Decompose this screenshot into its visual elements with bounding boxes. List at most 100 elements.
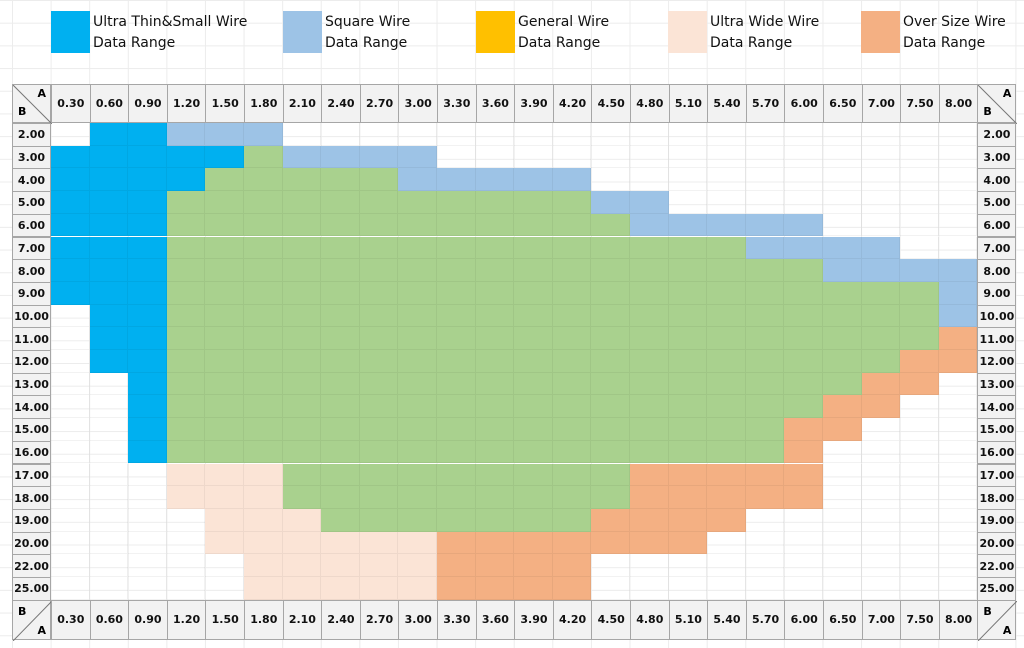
data-cell [668,463,708,487]
data-cell [128,372,167,396]
data-cell [784,191,823,214]
column-header-top: 5.10 [668,84,709,123]
column-header-top: 1.20 [166,84,207,123]
data-cell [861,281,901,305]
data-cell [89,145,129,169]
data-cell [244,440,283,464]
data-cell [938,350,978,373]
data-cell [784,281,823,305]
data-cell [166,281,206,305]
data-cell [398,554,437,577]
data-cell [205,372,244,396]
data-cell [282,281,322,305]
row-header-right: 14.00 [977,395,1017,420]
data-cell [823,350,862,373]
data-cell [128,531,167,555]
data-cell [128,304,167,328]
data-cell [591,236,630,260]
data-cell [166,236,206,260]
row-header-left: 6.00 [12,213,51,238]
data-cell [707,440,746,464]
data-cell [166,213,206,237]
data-cell [89,463,129,487]
data-cell [321,440,360,464]
data-cell [475,395,515,419]
data-cell [321,327,360,350]
data-cell [707,304,746,328]
data-cell [398,327,437,350]
data-cell [552,418,592,441]
data-cell [707,486,746,509]
data-cell [244,191,283,214]
data-cell [591,168,630,192]
data-cell [668,486,708,509]
data-cell [359,350,399,373]
data-cell [552,463,592,487]
data-cell [784,463,823,487]
data-cell [784,259,823,282]
data-cell [51,372,90,396]
row-header-left: 8.00 [12,259,51,283]
column-header-bottom: 3.30 [437,599,477,640]
data-cell [745,531,785,555]
data-cell [591,486,630,509]
data-cell [51,554,90,577]
data-cell [398,236,437,260]
data-cell [861,508,901,532]
data-cell [591,281,630,305]
data-cell [475,554,515,577]
data-cell [630,395,669,419]
data-cell [514,236,553,260]
data-cell [166,327,206,350]
column-header-top: 3.30 [437,84,477,123]
data-cell [745,327,785,350]
data-cell [398,440,437,464]
data-cell [707,327,746,350]
data-cell [205,168,244,192]
data-cell [900,554,939,577]
data-cell [51,577,90,600]
data-cell [89,531,129,555]
data-cell [630,304,669,328]
data-cell [552,531,592,555]
data-cell [630,259,669,282]
row-header-right: 9.00 [977,281,1017,306]
data-cell [938,327,978,350]
row-header-left: 15.00 [12,418,51,442]
column-header-top: 2.70 [359,84,400,123]
data-cell [552,350,592,373]
data-cell [321,395,360,419]
row-header-left: 16.00 [12,440,51,465]
data-cell [128,191,167,214]
data-cell [784,577,823,600]
data-cell [359,168,399,192]
data-cell [321,236,360,260]
data-cell [244,281,283,305]
data-cell [668,350,708,373]
data-cell [707,259,746,282]
diagonal-divider [13,85,52,124]
data-cell [244,236,283,260]
data-cell [128,463,167,487]
data-cell [51,440,90,464]
data-cell [630,531,669,555]
column-header-bottom: 7.00 [861,599,902,640]
data-cell [89,350,129,373]
data-cell [51,486,90,509]
data-cell [321,531,360,555]
data-cell [745,486,785,509]
data-cell [938,372,978,396]
data-cell [900,123,939,146]
data-cell [166,508,206,532]
data-cell [861,554,901,577]
column-header-bottom: 4.50 [591,599,631,640]
data-cell [89,372,129,396]
row-header-right: 18.00 [977,486,1017,510]
data-cell [282,531,322,555]
data-cell [51,259,90,282]
data-cell [51,123,90,146]
column-header-top: 7.00 [861,84,902,123]
column-header-bottom: 5.10 [668,599,709,640]
